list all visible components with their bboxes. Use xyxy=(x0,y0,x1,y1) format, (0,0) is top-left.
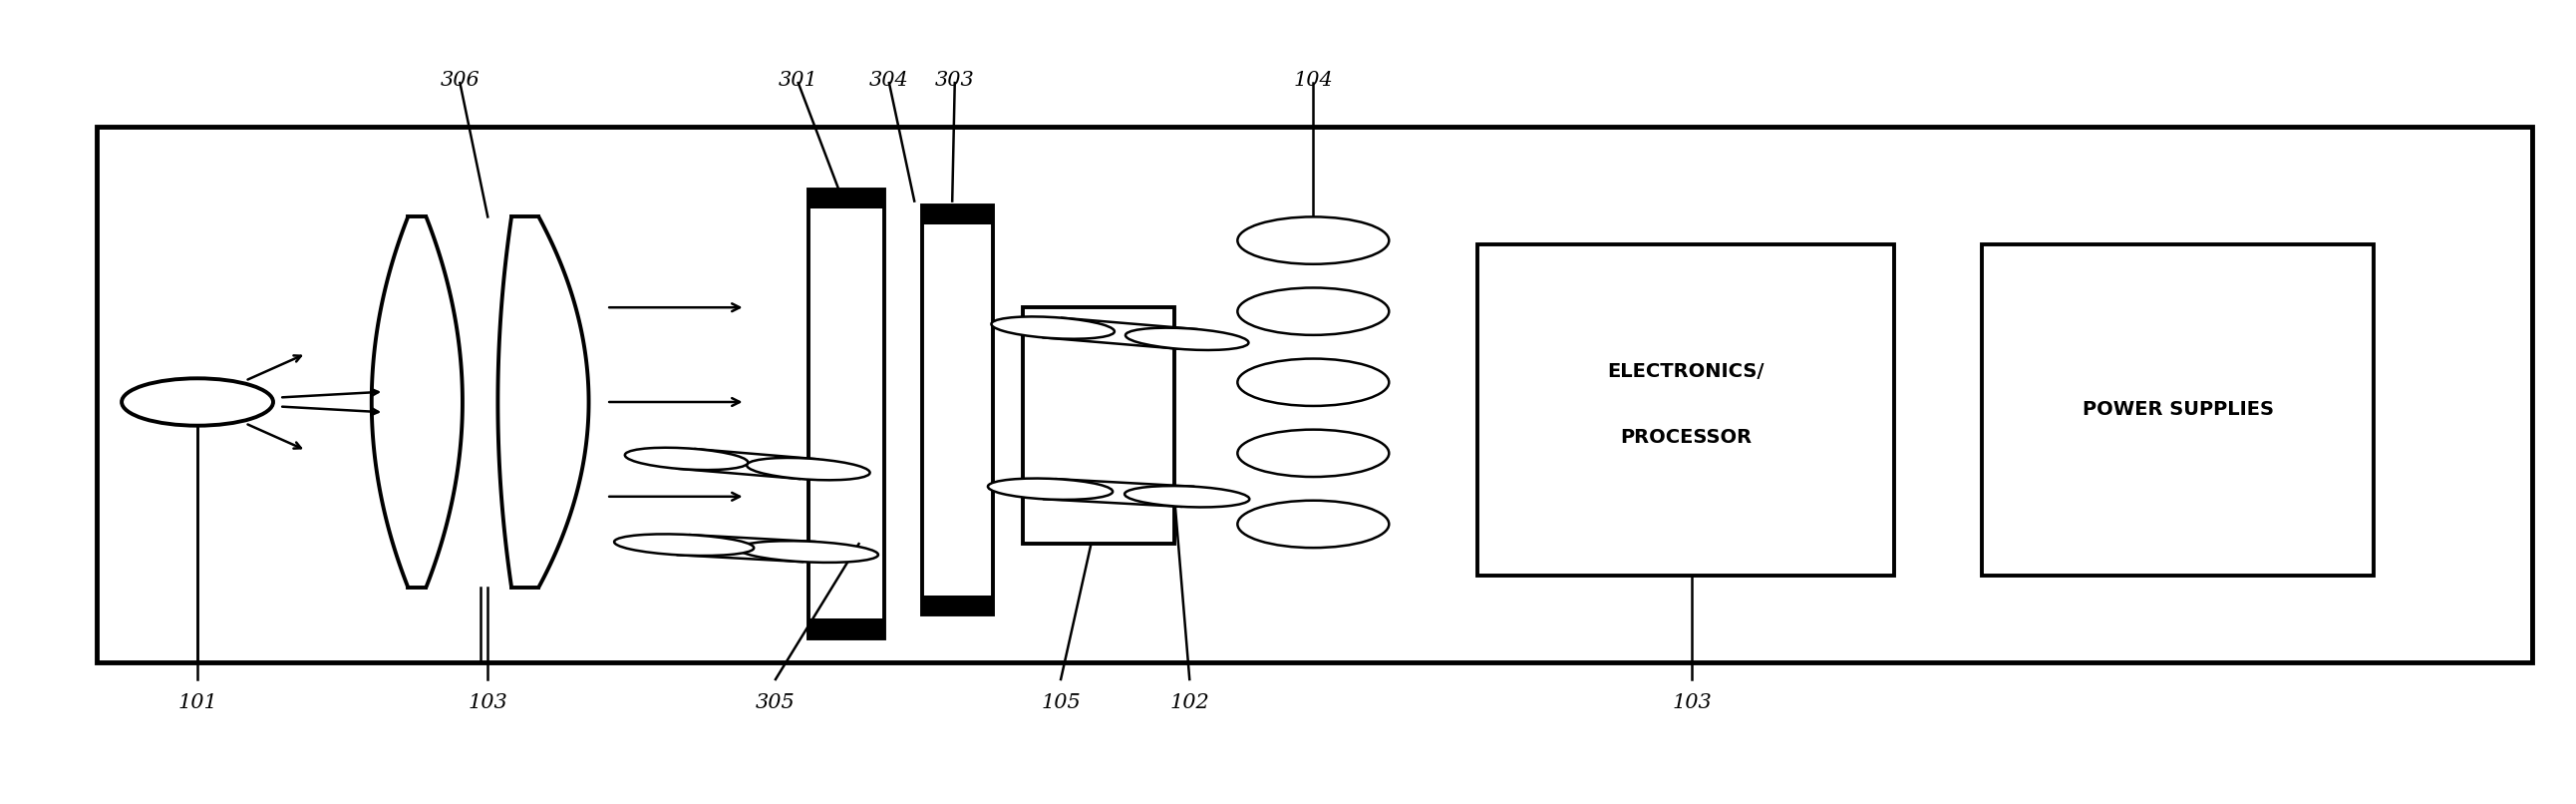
Bar xyxy=(1023,307,1175,544)
Ellipse shape xyxy=(992,317,1115,338)
Text: 105: 105 xyxy=(1041,694,1079,712)
Text: POWER SUPPLIES: POWER SUPPLIES xyxy=(2081,400,2275,420)
Polygon shape xyxy=(1043,318,1195,349)
Ellipse shape xyxy=(747,457,871,480)
Polygon shape xyxy=(1046,479,1193,507)
Bar xyxy=(809,189,884,209)
Text: 306: 306 xyxy=(440,71,479,90)
Bar xyxy=(1476,244,1893,576)
Text: 103: 103 xyxy=(1672,694,1710,712)
Ellipse shape xyxy=(739,541,878,563)
Circle shape xyxy=(121,379,273,425)
Circle shape xyxy=(1236,288,1388,335)
Circle shape xyxy=(1236,500,1388,548)
Text: 305: 305 xyxy=(755,694,796,712)
Text: PROCESSOR: PROCESSOR xyxy=(1620,428,1752,447)
Text: 103: 103 xyxy=(469,694,507,712)
Bar xyxy=(95,126,2532,662)
Bar xyxy=(809,619,884,638)
Bar xyxy=(809,189,884,638)
Text: 101: 101 xyxy=(178,694,216,712)
Circle shape xyxy=(1236,217,1388,265)
Polygon shape xyxy=(677,535,814,562)
Bar xyxy=(922,205,992,225)
Bar xyxy=(1984,244,2372,576)
Ellipse shape xyxy=(1126,486,1249,507)
Ellipse shape xyxy=(987,478,1113,499)
Text: 104: 104 xyxy=(1293,71,1332,90)
Bar xyxy=(922,205,992,615)
Text: 303: 303 xyxy=(935,71,974,90)
Ellipse shape xyxy=(613,534,755,556)
Ellipse shape xyxy=(1126,328,1249,350)
Text: 102: 102 xyxy=(1170,694,1208,712)
Text: 301: 301 xyxy=(778,71,819,90)
Circle shape xyxy=(1236,429,1388,477)
Circle shape xyxy=(1236,359,1388,406)
Bar xyxy=(922,595,992,615)
Polygon shape xyxy=(677,449,817,479)
Text: ELECTRONICS/: ELECTRONICS/ xyxy=(1607,363,1765,382)
Text: 304: 304 xyxy=(868,71,909,90)
Ellipse shape xyxy=(626,448,747,470)
